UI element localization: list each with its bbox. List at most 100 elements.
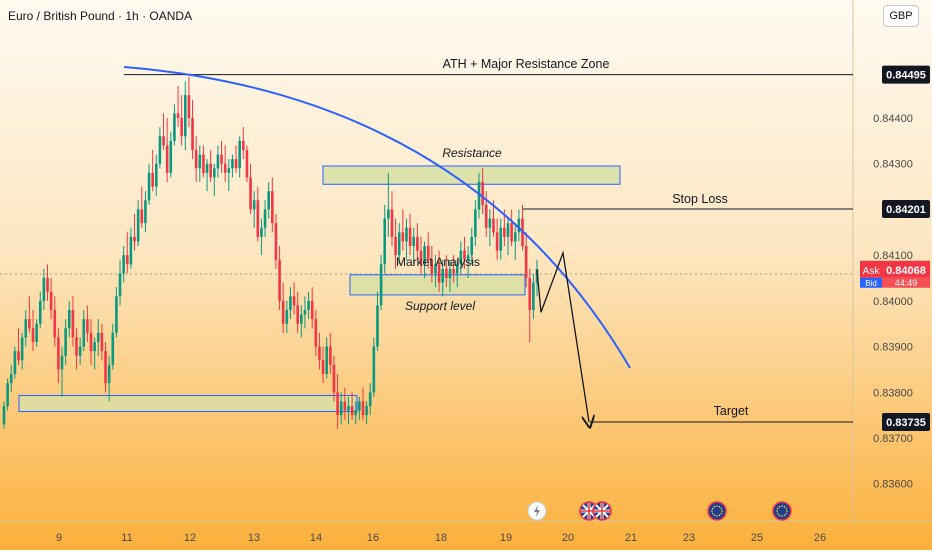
- candle: [249, 163, 252, 214]
- stop-loss-label: Stop Loss: [672, 192, 728, 206]
- flag-star: [783, 505, 786, 508]
- flag-star: [776, 507, 779, 510]
- candle: [499, 218, 503, 260]
- ask-label: Ask: [863, 266, 881, 277]
- candle: [419, 236, 423, 274]
- flag-star: [778, 514, 781, 517]
- candle: [271, 177, 274, 233]
- time-tick: 14: [310, 532, 322, 544]
- candle-body: [173, 113, 176, 141]
- candle: [100, 323, 104, 361]
- flag-circle: [707, 501, 727, 521]
- level-price-tag: [882, 199, 930, 218]
- candle-body: [136, 209, 140, 242]
- candle: [2, 401, 6, 429]
- candle: [194, 136, 198, 182]
- candle: [263, 200, 267, 237]
- flag-star: [776, 512, 779, 515]
- candle: [75, 328, 78, 370]
- flag-star: [716, 505, 718, 507]
- candle-body: [292, 296, 296, 306]
- candle: [46, 264, 49, 301]
- flag-circle: [772, 501, 792, 521]
- candle: [368, 383, 372, 416]
- candle: [86, 305, 89, 342]
- candle-body: [64, 328, 67, 356]
- candle-body: [405, 227, 408, 242]
- candle-body: [231, 159, 234, 169]
- candle-body: [452, 268, 455, 274]
- projection-arrow[interactable]: [536, 250, 589, 422]
- candle: [202, 145, 205, 178]
- candle: [260, 218, 263, 256]
- candle: [231, 154, 234, 178]
- candle-body: [499, 227, 503, 251]
- candle: [466, 246, 470, 278]
- candle: [506, 218, 510, 256]
- candle-body: [267, 191, 270, 210]
- candle: [104, 342, 107, 393]
- candle-body: [289, 296, 292, 310]
- candle-body: [354, 410, 358, 416]
- candle-body: [242, 140, 245, 150]
- candle: [9, 364, 13, 393]
- eu-flag-icon[interactable]: [707, 501, 727, 521]
- candle-body: [20, 337, 24, 361]
- candle-body: [82, 319, 86, 347]
- currency-button[interactable]: GBP: [883, 5, 919, 27]
- demand-zone[interactable]: [18, 394, 358, 412]
- candle: [278, 246, 281, 310]
- candle: [111, 323, 115, 370]
- candle: [412, 227, 416, 265]
- candle-body: [394, 236, 397, 256]
- candle-body: [42, 278, 46, 301]
- candle: [118, 259, 122, 306]
- price-tick: 0.83700: [873, 433, 913, 445]
- bolt-icon[interactable]: [527, 501, 547, 521]
- candle: [416, 223, 419, 260]
- resistance-label: Resistance: [442, 146, 502, 160]
- candle-body: [220, 154, 223, 164]
- candle-body: [165, 145, 169, 173]
- candle: [216, 145, 220, 178]
- candle: [129, 227, 133, 269]
- curved-resistance-line[interactable]: [123, 66, 631, 369]
- candle-body: [448, 268, 452, 278]
- symbol-title: Euro / British Pound · 1h · OANDA: [8, 9, 193, 23]
- bid-tag: [860, 277, 882, 288]
- time-tick: 25: [751, 532, 763, 544]
- candle: [318, 332, 321, 370]
- candle: [463, 236, 466, 269]
- candle-body: [263, 209, 267, 228]
- candle-body: [423, 246, 426, 265]
- candle-body: [28, 319, 31, 329]
- candle: [20, 332, 24, 370]
- candle-body: [151, 172, 154, 187]
- support-label: Support level: [405, 299, 475, 313]
- candle: [53, 296, 57, 347]
- flag-star: [718, 514, 721, 517]
- uk-flag-icon[interactable]: [592, 501, 612, 521]
- candle-body: [238, 140, 241, 169]
- eu-flag-icon[interactable]: [772, 501, 792, 521]
- candle-body: [484, 204, 488, 228]
- resistance-zone[interactable]: [322, 165, 621, 185]
- candle: [517, 209, 521, 242]
- candle: [28, 296, 31, 333]
- candle-body: [38, 300, 42, 324]
- candle: [390, 191, 394, 246]
- candle: [321, 346, 325, 384]
- flag-star: [776, 510, 778, 512]
- candle-body: [194, 150, 198, 169]
- candle: [434, 255, 437, 288]
- candle: [495, 218, 499, 260]
- candle: [151, 150, 154, 192]
- support-zone[interactable]: [349, 274, 526, 296]
- candle: [96, 319, 100, 356]
- candle-body: [115, 296, 118, 333]
- level-price-label: 0.84495: [886, 70, 926, 82]
- candle: [354, 401, 358, 425]
- candle: [256, 186, 260, 242]
